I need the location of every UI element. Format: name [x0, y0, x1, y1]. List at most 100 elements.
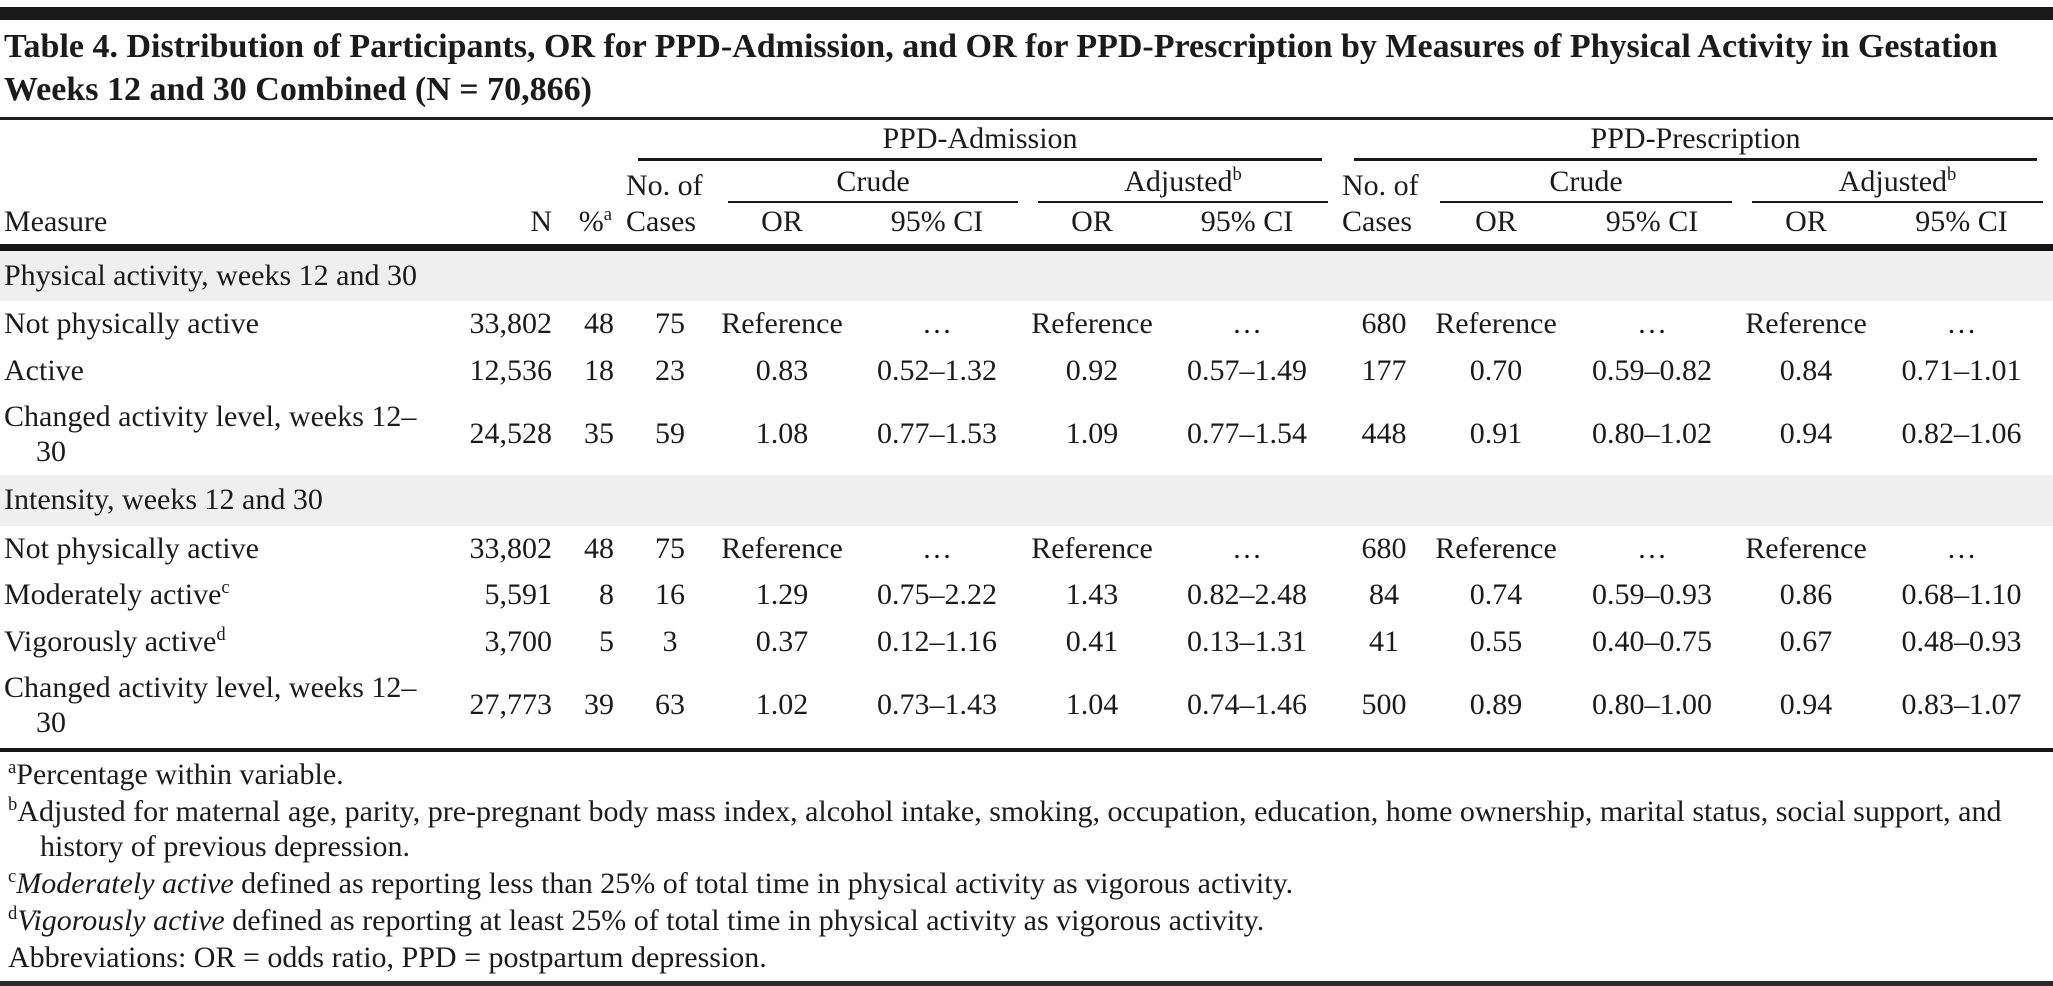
adm-adj-or-cell: 1.09	[1065, 417, 1119, 451]
pct-cell: 35	[584, 417, 614, 451]
adm-crude-or-cell: 1.29	[755, 578, 809, 612]
adm-adj-ci-cell: …	[1232, 307, 1262, 341]
presc-adj-ci-cell: 0.82–1.06	[1901, 417, 2022, 451]
col-header-ci-crude-presc: 95% CI	[1562, 202, 1743, 251]
adm-crude-ci-cell: …	[922, 531, 952, 565]
col-group-adjusted-admission: Adjustedb	[1028, 161, 1338, 203]
pct-cell: 48	[584, 307, 614, 341]
header-spacer	[0, 122, 622, 161]
n-cell: 27,773	[469, 688, 553, 722]
header-spanner-row-top: PPD-Admission PPD-Prescription	[0, 122, 2053, 161]
measure-cell: Moderately activec	[0, 572, 440, 619]
adjusted-label-text: Adjusted	[1124, 164, 1233, 198]
pct-cell: 5	[599, 624, 614, 658]
presc-adj-ci-cell: …	[1946, 307, 1977, 341]
adm-adj-or-cell: Reference	[1031, 307, 1153, 341]
adm-adj-or-cell: 1.04	[1065, 688, 1119, 722]
col-header-ci-crude-adm: 95% CI	[846, 202, 1028, 251]
pct-cell: 39	[584, 688, 614, 722]
adm-crude-or-cell: 1.08	[755, 417, 809, 451]
footnote-marker: b	[8, 794, 18, 816]
footnote-marker-b: b	[1232, 163, 1242, 185]
adm-crude-ci-cell: 0.12–1.16	[877, 624, 997, 658]
presc-crude-ci-cell: 0.80–1.00	[1592, 688, 1713, 722]
adm-adj-or-cell: 1.43	[1065, 578, 1119, 612]
presc-cases-cell: 84	[1369, 578, 1400, 612]
pct-label-text: %	[578, 204, 604, 238]
footnote-term: Moderately active	[16, 866, 234, 900]
presc-crude-ci-cell: …	[1637, 531, 1668, 565]
presc-crude-ci-cell: 0.40–0.75	[1592, 624, 1713, 658]
adm-crude-ci-cell: 0.52–1.32	[877, 353, 997, 387]
col-group-crude-admission: Crude	[718, 161, 1028, 203]
adm-crude-or-cell: Reference	[721, 531, 843, 565]
presc-adj-ci-cell: 0.83–1.07	[1901, 688, 2022, 722]
section-row: Intensity, weeks 12 and 30	[0, 475, 2053, 526]
col-header-or-crude-presc: OR	[1430, 202, 1563, 251]
top-rule	[0, 7, 2053, 20]
presc-adj-ci-cell: 0.48–0.93	[1901, 624, 2022, 658]
footnote-text: defined as reporting at least 25% of tot…	[224, 903, 1265, 937]
presc-adj-ci-cell: 0.68–1.10	[1901, 578, 2022, 612]
presc-cases-cell: 448	[1361, 417, 1407, 451]
adm-adj-ci-cell: 0.57–1.49	[1187, 353, 1307, 387]
adm-adj-or-cell: 0.41	[1065, 624, 1119, 658]
footnotes: aPercentage within variable. bAdjusted fo…	[0, 758, 2053, 975]
adm-adj-ci-cell: …	[1232, 531, 1262, 565]
title-rule	[0, 116, 2053, 120]
adm-cases-cell: 3	[662, 624, 678, 658]
measure-label: Changed activity level, weeks 12–30	[4, 400, 417, 468]
presc-crude-or-cell: Reference	[1435, 531, 1557, 565]
col-header-cases-presc-line1: No. of	[1342, 168, 1419, 202]
pct-cell: 48	[584, 531, 614, 565]
n-cell: 33,802	[469, 531, 553, 565]
presc-crude-ci-cell: …	[1637, 307, 1668, 341]
adm-adj-or-cell: Reference	[1031, 531, 1153, 565]
footnote-text: Adjusted for maternal age, parity, pre-p…	[17, 795, 2002, 863]
col-group-ppd-prescription: PPD-Prescription	[1338, 122, 2053, 161]
n-cell: 3,700	[484, 624, 553, 658]
adm-crude-or-cell: 0.83	[755, 353, 809, 387]
measure-cell: Changed activity level, weeks 12–30	[0, 665, 440, 746]
table-row: Moderately activec 5,591 8 16 1.29 0.75–2.22 1…	[0, 572, 2053, 619]
col-header-or-adj-presc: OR	[1742, 202, 1871, 251]
presc-adj-or-cell: Reference	[1745, 307, 1867, 341]
adm-crude-or-cell: Reference	[721, 307, 843, 341]
measure-cell: Vigorously actived	[0, 619, 440, 666]
adm-crude-ci-cell: 0.73–1.43	[877, 688, 997, 722]
measure-label: Changed activity level, weeks 12–30	[4, 671, 417, 739]
col-group-ppd-admission: PPD-Admission	[622, 122, 1338, 161]
col-group-crude-prescription: Crude	[1430, 161, 1742, 203]
footnote-marker-a: a	[603, 203, 612, 225]
measure-cell: Not physically active	[0, 526, 440, 573]
col-header-cases-adm: Cases	[622, 202, 718, 251]
n-cell: 33,802	[469, 307, 553, 341]
measure-label: Not physically active	[4, 307, 259, 341]
col-header-measure: Measure	[0, 202, 440, 251]
n-cell: 24,528	[469, 417, 553, 451]
col-header-ci-adj-presc: 95% CI	[1870, 202, 2053, 251]
presc-cases-cell: 680	[1361, 307, 1407, 341]
footnote-rule	[0, 748, 2053, 753]
adm-adj-ci-cell: 0.82–2.48	[1187, 578, 1307, 612]
presc-cases-cell: 41	[1369, 624, 1400, 658]
adm-adj-ci-cell: 0.77–1.54	[1187, 417, 1307, 451]
adm-crude-ci-cell: 0.75–2.22	[877, 578, 997, 612]
presc-crude-ci-cell: 0.59–0.93	[1592, 578, 1713, 612]
adm-cases-cell: 75	[655, 531, 685, 565]
footnote-marker: c	[8, 865, 17, 887]
col-header-or-adj-adm: OR	[1028, 202, 1156, 251]
adm-cases-cell: 75	[655, 307, 685, 341]
presc-cases-cell: 680	[1361, 531, 1407, 565]
presc-cases-cell: 177	[1361, 353, 1407, 387]
presc-adj-or-cell: 0.67	[1779, 624, 1833, 658]
presc-adj-or-cell: 0.84	[1779, 353, 1833, 387]
header-spanner-row-sub: No. of Crude Adjustedb No. of Crude Adju…	[0, 161, 2053, 203]
footnote: dVigorously active defined as reporting …	[4, 904, 2047, 938]
measure-cell: Changed activity level, weeks 12–30	[0, 394, 440, 475]
adjusted-label-text: Adjusted	[1838, 164, 1948, 198]
footnote-marker: c	[221, 577, 230, 599]
adm-adj-ci-cell: 0.13–1.31	[1187, 624, 1307, 658]
presc-crude-or-cell: 0.74	[1469, 578, 1523, 612]
adjusted-admission-label: Adjustedb	[1038, 163, 1329, 203]
